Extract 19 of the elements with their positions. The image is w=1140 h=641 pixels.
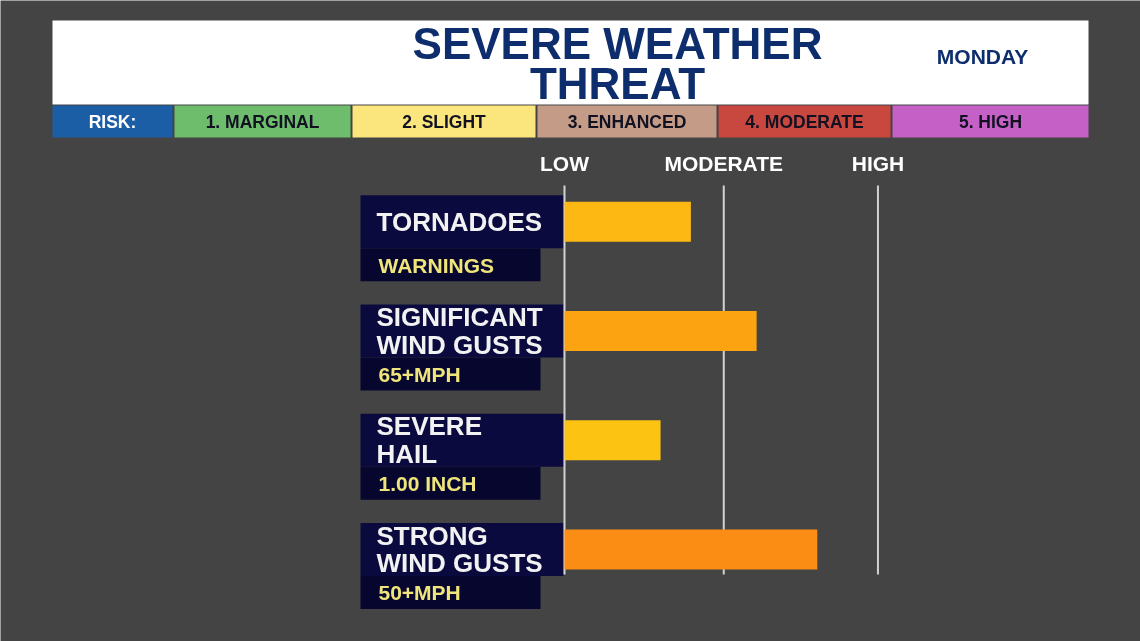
text: 3. ENHANCED: [567, 112, 687, 132]
y-tick-label: STRONG WIND GUSTS: [376, 520, 543, 579]
text: RISK:: [88, 112, 137, 132]
y-tick-label: SIGNIFICANT WIND GUSTS: [376, 302, 543, 360]
text: 1.00 INCH: [378, 472, 477, 496]
text: 1. MARGINAL: [205, 112, 320, 132]
text: LOW: [540, 152, 590, 175]
text: 65+MPH: [378, 363, 461, 386]
y-tick-label: TORNADOES: [376, 206, 543, 237]
chart-title: SEVERE WEATHER THREAT: [412, 18, 823, 109]
text: 4. MODERATE: [745, 112, 864, 132]
text: 5. HIGH: [958, 112, 1023, 132]
ref-line-label: HIGH: [851, 152, 905, 175]
text: MONDAY: [936, 45, 1029, 68]
text: 50+MPH: [378, 581, 461, 605]
ref-line-label: MODERATE: [664, 152, 784, 175]
y-tick-label: SEVERE HAIL: [376, 411, 482, 469]
text: WARNINGS: [378, 253, 494, 277]
text: 2. SLIGHT: [402, 112, 487, 132]
